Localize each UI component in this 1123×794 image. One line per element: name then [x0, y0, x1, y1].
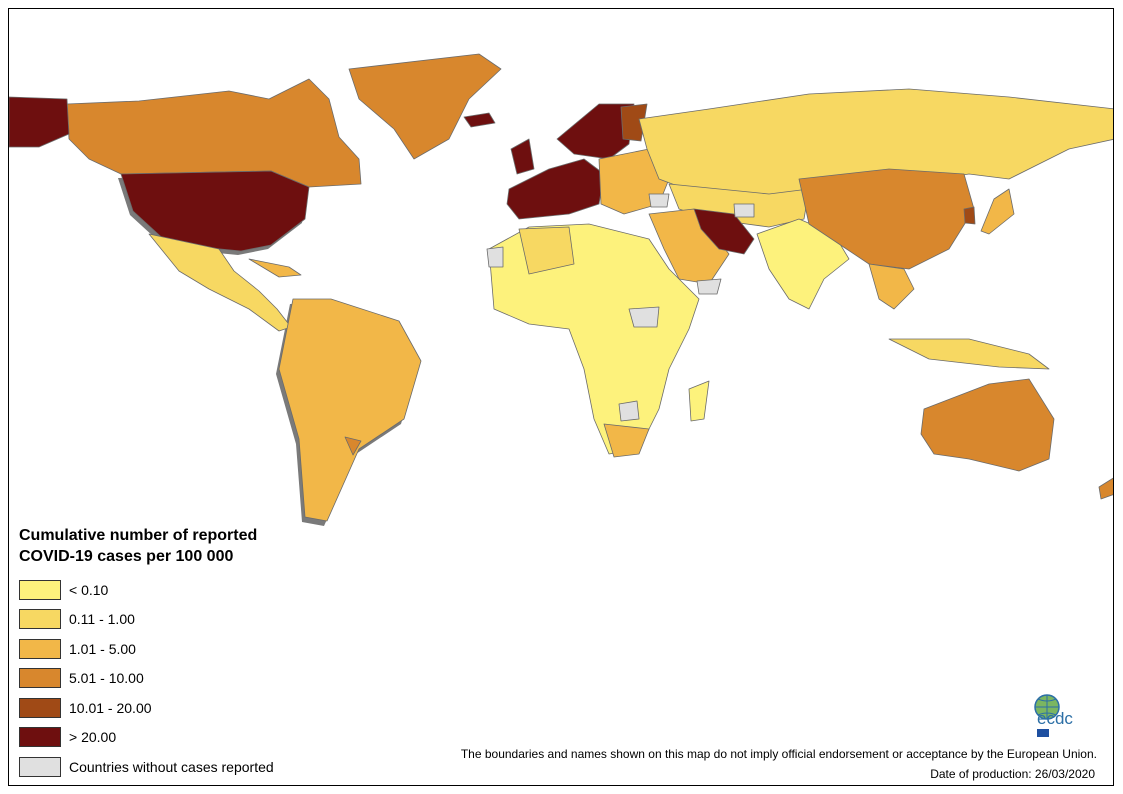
- legend-label: > 20.00: [69, 729, 117, 746]
- region-japan: [980, 188, 1015, 235]
- production-date: Date of production: 26/03/2020: [930, 767, 1095, 781]
- legend-swatch: [19, 579, 61, 600]
- region-no-cases: [618, 400, 640, 422]
- region-iceland: [463, 112, 496, 128]
- region-no-cases: [628, 306, 660, 328]
- globe-icon: [1034, 694, 1060, 737]
- legend-item: 0.11 - 1.00: [19, 605, 379, 635]
- legend-swatch: [19, 638, 61, 659]
- legend-title-line1: Cumulative number of reported: [19, 527, 258, 544]
- region-china: [798, 168, 975, 270]
- map-frame: Cumulative number of reported COVID-19 c…: [8, 8, 1114, 786]
- legend-label: Countries without cases reported: [69, 758, 274, 775]
- legend-label: 1.01 - 5.00: [69, 640, 136, 657]
- region-uruguay: [344, 436, 362, 456]
- legend-label: 5.01 - 10.00: [69, 670, 144, 687]
- legend-title-line2: COVID-19 cases per 100 000: [19, 548, 234, 565]
- legend-item: Countries without cases reported: [19, 752, 379, 782]
- region-caribbean: [248, 258, 302, 278]
- region-southeast-asia: [868, 263, 915, 310]
- region-south-africa: [603, 423, 650, 458]
- legend-swatch: [19, 756, 61, 777]
- disclaimer-text: The boundaries and names shown on this m…: [460, 747, 1097, 761]
- legend-item: < 0.10: [19, 575, 379, 605]
- legend-swatch: [19, 697, 61, 718]
- region-korea: [963, 206, 976, 225]
- legend-swatch: [19, 609, 61, 630]
- legend-item: > 20.00: [19, 723, 379, 753]
- region-madagascar: [688, 380, 710, 422]
- region-no-cases: [733, 203, 755, 218]
- ecdc-logo-text: ecdc: [1037, 709, 1073, 728]
- region-greenland: [348, 53, 502, 160]
- region-indonesia: [888, 338, 1050, 370]
- region-no-cases: [648, 193, 670, 208]
- region-alaska: [9, 96, 70, 148]
- legend-item: 5.01 - 10.00: [19, 664, 379, 694]
- world-choropleth-map: [9, 53, 1113, 526]
- region-scandinavia: [556, 103, 635, 160]
- legend-label: 0.11 - 1.00: [69, 611, 135, 628]
- legend-item: 1.01 - 5.00: [19, 634, 379, 664]
- region-usa: [120, 170, 310, 252]
- legend-title: Cumulative number of reported COVID-19 c…: [19, 525, 379, 567]
- legend-item: 10.01 - 20.00: [19, 693, 379, 723]
- region-africa: [488, 223, 700, 455]
- region-no-cases: [486, 246, 504, 268]
- legend-swatch: [19, 727, 61, 748]
- region-new-zealand: [1098, 477, 1113, 500]
- legend-items: < 0.10 0.11 - 1.00 1.01 - 5.00 5.01 - 10.00…: [19, 575, 379, 782]
- region-finland: [620, 103, 648, 142]
- legend-label: 10.01 - 20.00: [69, 699, 152, 716]
- region-north-africa: [518, 226, 575, 275]
- region-south-america: [278, 298, 422, 522]
- region-australia: [920, 378, 1055, 472]
- legend-swatch: [19, 668, 61, 689]
- region-no-cases: [696, 278, 722, 295]
- region-canada: [66, 78, 362, 188]
- legend: Cumulative number of reported COVID-19 c…: [19, 525, 379, 782]
- ecdc-logo: [1027, 689, 1089, 739]
- region-iran: [693, 208, 755, 255]
- legend-label: < 0.10: [69, 581, 109, 598]
- region-uk: [510, 138, 535, 175]
- region-western-europe: [506, 158, 605, 220]
